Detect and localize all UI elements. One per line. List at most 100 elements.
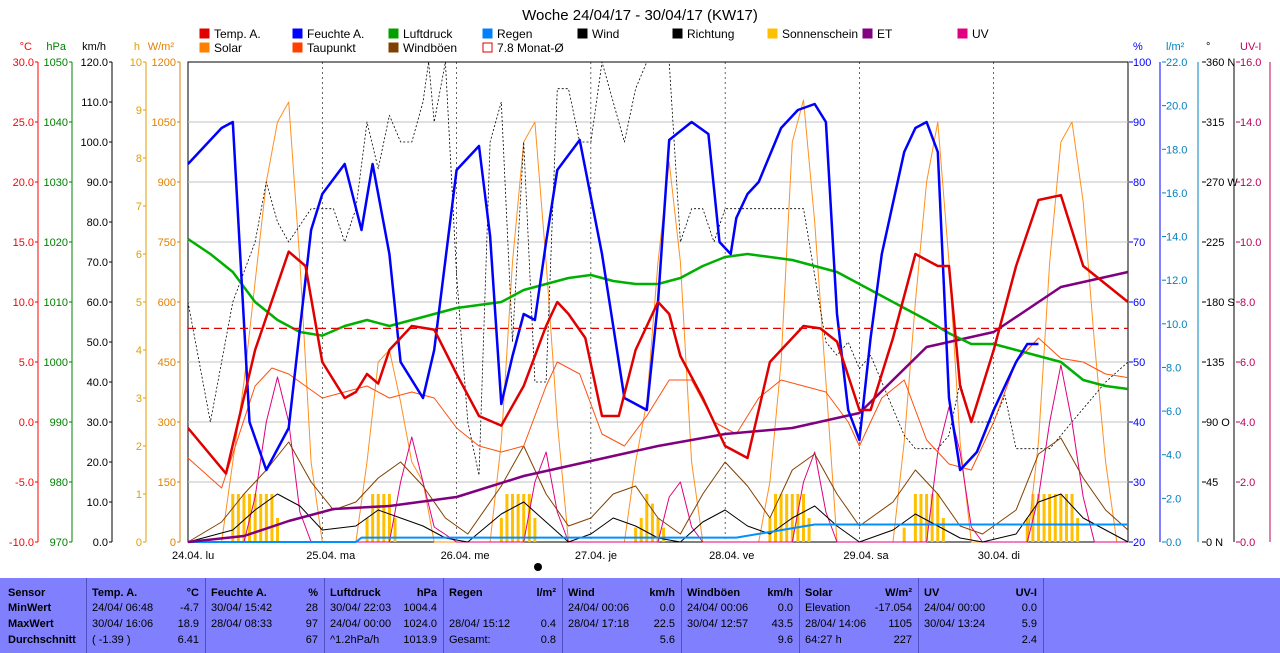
cell-label: 28/04/ 15:12 xyxy=(449,618,511,630)
right-axis-unit: % xyxy=(1133,41,1143,53)
left-axis-tick-label: 980 xyxy=(50,477,68,489)
cell-value: 2.4 xyxy=(1021,634,1037,646)
legend-swatch xyxy=(292,42,303,53)
legend-label: Feuchte A. xyxy=(307,27,364,41)
cell-label: 30/04/ 12:57 xyxy=(687,618,749,630)
left-axis-tick-label: 10 xyxy=(130,57,142,69)
legend-label: ET xyxy=(877,27,893,41)
left-axis-tick-label: -5.0 xyxy=(15,477,34,489)
sunshine-bar xyxy=(785,494,789,542)
cell-label: 28/04/ 14:06 xyxy=(805,618,867,630)
column-unit: % xyxy=(308,587,318,599)
cell-label: 30/04/ 13:24 xyxy=(924,618,986,630)
x-tick-label: 24.04. lu xyxy=(172,550,214,562)
legend-label: Taupunkt xyxy=(307,41,356,55)
left-axis-tick-label: 1030 xyxy=(44,177,68,189)
x-tick-label: 29.04. sa xyxy=(843,550,889,562)
sunshine-bar xyxy=(662,527,666,542)
column-header: Luftdruck xyxy=(330,587,381,599)
right-axis-tick-label: 2.0 xyxy=(1166,493,1181,505)
x-tick-label: 26.04. me xyxy=(441,550,490,562)
right-axis-tick-label: 12.0 xyxy=(1166,275,1187,287)
table-column: Feuchte A.% 30/04/ 15:42 28 28/04/ 08:33 97 6… xyxy=(205,578,325,653)
legend-label: Regen xyxy=(497,27,532,41)
sunshine-bar xyxy=(1076,518,1080,542)
right-axis-tick-label: 20 xyxy=(1133,537,1145,549)
cell-label: 30/04/ 15:42 xyxy=(211,602,273,614)
wind-series xyxy=(187,493,1129,543)
right-axis-tick-label: 6.0 xyxy=(1240,357,1255,369)
left-axis-tick-label: 30.0 xyxy=(13,57,34,69)
right-axis-tick-label: 8.0 xyxy=(1166,362,1181,374)
sunshine-bar xyxy=(645,494,649,542)
column-header: Temp. A. xyxy=(92,587,138,599)
left-axis-tick-label: 1200 xyxy=(152,57,176,69)
column-unit: l/m² xyxy=(536,587,556,599)
column-unit: UV-I xyxy=(1015,587,1037,599)
sunshine-bar xyxy=(639,518,643,542)
legend-swatch xyxy=(292,28,303,39)
cell-label: 24/04/ 00:06 xyxy=(568,602,630,614)
cell-value: 1024.0 xyxy=(403,618,437,630)
legend-swatch xyxy=(388,28,399,39)
cell-value: -4.7 xyxy=(180,602,199,614)
column-header: Windböen xyxy=(687,587,741,599)
table-column: Regen l/m² 28/04/ 15:12 0.4 Gesamt: 0.8 xyxy=(443,578,563,653)
sunshine-bar xyxy=(779,494,783,542)
legend-swatch xyxy=(672,28,683,39)
legend-label: UV xyxy=(972,27,989,41)
right-axis-tick-label: 6.0 xyxy=(1166,406,1181,418)
legend-label: Solar xyxy=(214,41,242,55)
legend-label: Sonnenschein xyxy=(782,27,858,41)
column-header: Solar xyxy=(805,587,833,599)
left-axis-tick-label: 110.0 xyxy=(81,97,108,109)
cell-value: 0.0 xyxy=(659,602,675,614)
left-axis-tick-label: 600 xyxy=(158,297,176,309)
left-axis-tick-label: 300 xyxy=(158,417,176,429)
gust-series xyxy=(187,437,1129,543)
table-column: UV UV-I 24/04/ 00:00 0.0 30/04/ 13:24 5.9 2.4 xyxy=(918,578,1044,653)
sunshine-bar xyxy=(231,494,235,542)
left-axis-tick-label: 5 xyxy=(136,297,142,309)
right-axis-tick-label: 22.0 xyxy=(1166,57,1187,69)
sunshine-bar xyxy=(522,494,526,542)
cell-label: 24/04/ 06:48 xyxy=(92,602,154,614)
left-axis-unit: km/h xyxy=(82,41,106,53)
left-axis-tick-label: 2 xyxy=(136,441,142,453)
sunshine-bar xyxy=(634,527,638,542)
legend-label: 7.8 Monat-Ø xyxy=(497,41,564,55)
legend-label: Richtung xyxy=(687,27,734,41)
legend-label: Wind xyxy=(592,27,619,41)
left-axis-tick-label: 4 xyxy=(136,345,142,357)
sunshine-bar xyxy=(1025,518,1029,542)
cell-label: 28/04/ 08:33 xyxy=(211,618,273,630)
sunshine-bar xyxy=(527,494,531,542)
legend-label: Temp. A. xyxy=(214,27,261,41)
cell-value: 0.8 xyxy=(540,634,556,646)
cell-value: 0.4 xyxy=(540,618,556,630)
x-tick-label: 28.04. ve xyxy=(709,550,754,562)
sunshine-bar xyxy=(376,494,380,542)
left-axis-tick-label: 1040 xyxy=(44,117,68,129)
left-axis-tick-label: 10.0 xyxy=(13,297,34,309)
left-axis-unit: h xyxy=(134,41,140,53)
left-axis-tick-label: 40.0 xyxy=(87,377,108,389)
sunshine-bar xyxy=(650,503,654,542)
sunshine-bar xyxy=(941,518,945,542)
legend-swatch xyxy=(957,28,968,39)
sunshine-bar xyxy=(774,494,777,542)
rain-series xyxy=(188,523,1128,543)
legend-swatch xyxy=(577,28,588,39)
cell-label: ^1.2hPa/h xyxy=(330,634,380,646)
right-axis-tick-label: 80 xyxy=(1133,177,1145,189)
left-axis-tick-label: 0 xyxy=(136,537,142,549)
sunshine-bar xyxy=(259,494,263,542)
left-axis-tick-label: 450 xyxy=(158,357,176,369)
left-axis-tick-label: 120.0 xyxy=(80,57,108,69)
left-axis-tick-label: -10.0 xyxy=(9,537,34,549)
table-column: Wind km/h 24/04/ 00:06 0.0 28/04/ 17:18 22.5 5… xyxy=(562,578,682,653)
sunshine-bar xyxy=(393,518,397,542)
cell-label: 24/04/ 00:00 xyxy=(330,618,392,630)
sunshine-bar xyxy=(499,518,503,542)
sunshine-bar xyxy=(925,494,929,542)
